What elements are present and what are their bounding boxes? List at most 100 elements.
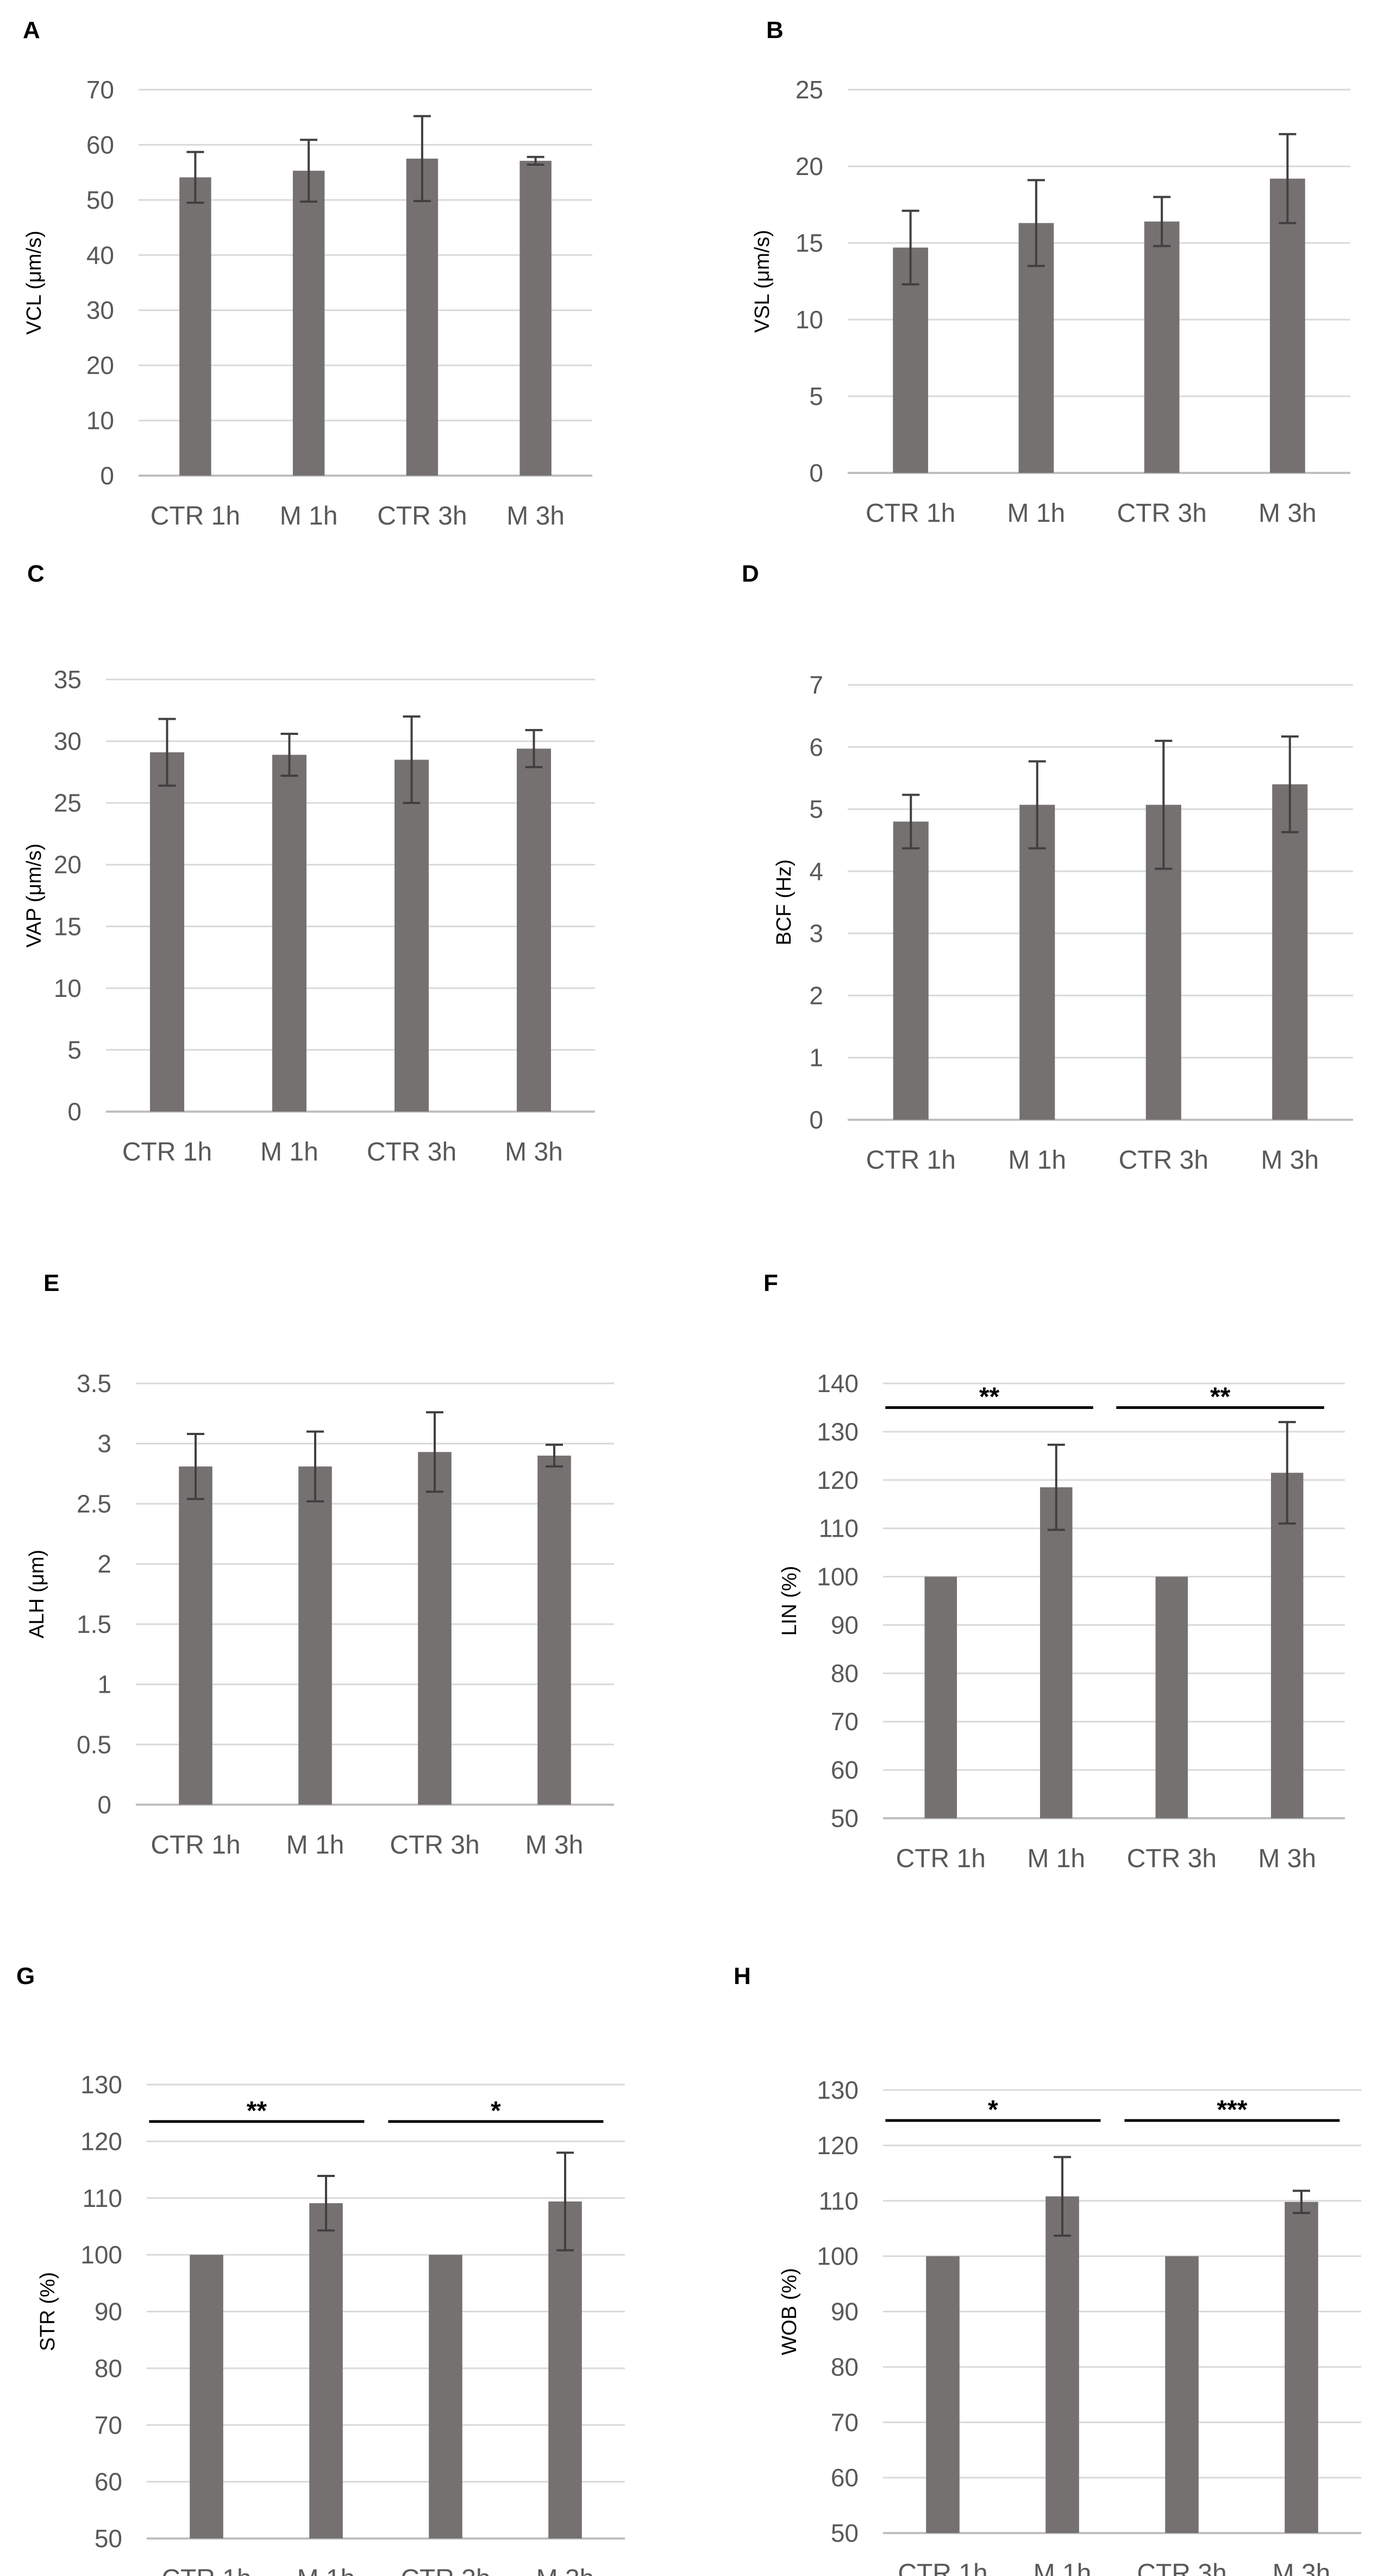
panel-letter-a: A [23,17,40,43]
y-tick-label: 80 [831,1659,859,1687]
bar [1270,178,1305,473]
y-tick-label: 15 [796,229,823,257]
significance-bracket: ** [885,1382,1093,1411]
y-tick-label: 25 [54,789,82,817]
error-bar [525,729,543,769]
significance-label: * [491,2097,501,2125]
bar [179,177,211,476]
bar [309,2203,343,2538]
y-tick-label: 120 [80,2127,122,2155]
y-tick-label: 110 [819,1514,859,1543]
x-category-label: M 3h [1258,499,1317,528]
error-bar [1279,133,1297,224]
y-tick-label: 10 [796,305,823,334]
y-tick-label: 70 [831,2408,859,2436]
error-bar [901,209,919,286]
bar [150,752,184,1112]
significance-label: ** [1210,1382,1231,1411]
y-axis-label: LIN (%) [778,1566,801,1636]
y-tick-label: 140 [817,1369,859,1398]
y-tick-label: 5 [809,382,823,410]
error-bar [187,1433,204,1500]
y-axis-label: VCL (μm/s) [23,230,46,334]
x-category-label: M 1h [1027,1844,1085,1873]
bar [418,1452,452,1805]
y-tick-label: 0 [97,1791,111,1819]
x-category-label: CTR 3h [1137,2559,1226,2576]
y-tick-label: 130 [80,2070,122,2099]
x-category-label: M 1h [260,1138,318,1167]
y-tick-label: 3.5 [77,1369,111,1398]
y-tick-label: 130 [817,2076,859,2104]
panel-letter-b: B [766,17,784,43]
y-tick-label: 2 [97,1550,111,1578]
error-bar [158,718,176,787]
y-tick-label: 60 [95,2468,122,2496]
x-category-label: M 1h [286,1831,345,1860]
error-bar [317,2175,335,2232]
y-tick-label: 70 [831,1707,859,1736]
error-bar [300,139,318,203]
x-category-label: CTR 1h [898,2559,987,2576]
chart-panel-a: A 0 10 20 30 40 50 60 70 VCL (μm/s) CTR 1h M 1h CTR … [23,17,592,531]
error-bar [280,732,298,777]
error-bar [1281,735,1299,833]
significance-bracket: ** [1116,1382,1324,1411]
error-bar [546,1443,563,1468]
y-axis-label: BCF (Hz) [773,859,796,945]
x-category-label: CTR 1h [896,1844,986,1873]
y-tick-label: 3 [809,919,823,947]
x-category-label: CTR 3h [377,502,467,531]
x-category-label: CTR 1h [151,1831,240,1860]
error-bar [1047,1443,1065,1531]
significance-bracket: ** [149,2097,365,2125]
bar [517,749,551,1112]
y-tick-label: 50 [831,1804,859,1832]
y-tick-label: 110 [819,2187,859,2215]
error-bar [1153,196,1171,247]
chart-panel-d: D 0 1 2 3 4 5 6 7 BCF (Hz) CTR 1h M 1h CTR 3h M 3h [742,560,1353,1175]
y-tick-label: 100 [80,2241,122,2269]
bar [1040,1487,1073,1818]
error-bar [1293,2190,1310,2215]
chart-panel-e: E 0 0.5 1 1.5 2 2.5 3 3.5 ALH (μm) CTR 1h M 1h CTR 3… [26,1270,614,1860]
y-tick-label: 0.5 [77,1730,111,1758]
error-bar [1054,2156,1071,2237]
y-axis-label: STR (%) [36,2272,59,2352]
y-tick-label: 110 [83,2184,122,2212]
y-tick-label: 20 [796,152,823,180]
y-tick-label: 3 [97,1430,111,1458]
x-category-label: CTR 1h [161,2565,251,2576]
x-category-label: M 3h [506,502,565,531]
y-tick-label: 20 [54,851,82,879]
chart-panel-c: C 0 5 10 15 20 25 30 35 VAP (μm/s) CTR 1h M 1h CTR 3… [23,560,595,1167]
y-tick-label: 120 [817,2131,859,2160]
x-category-label: M 1h [297,2565,355,2576]
x-category-label: CTR 1h [122,1138,212,1167]
y-tick-label: 2 [809,981,823,1009]
y-tick-label: 1 [809,1044,823,1072]
y-tick-label: 90 [831,1611,859,1639]
significance-label: ** [247,2097,267,2125]
x-category-label: CTR 3h [390,1831,479,1860]
error-bar [556,2151,574,2251]
error-bar [426,1411,443,1493]
bar [1144,221,1180,473]
bar [924,1576,957,1818]
x-category-label: M 1h [1007,499,1066,528]
y-tick-label: 0 [67,1097,82,1126]
panel-letter-f: F [763,1270,778,1296]
error-bar [1027,179,1045,267]
y-tick-label: 60 [831,1756,859,1784]
bar [298,1466,332,1805]
bar [893,821,929,1120]
bar [926,2256,960,2533]
y-tick-label: 70 [95,2411,122,2439]
y-tick-label: 5 [67,1036,82,1064]
y-tick-label: 4 [809,857,823,885]
y-tick-label: 6 [809,733,823,761]
bar [395,759,429,1112]
error-bar [186,151,204,204]
y-tick-label: 90 [831,2298,859,2326]
